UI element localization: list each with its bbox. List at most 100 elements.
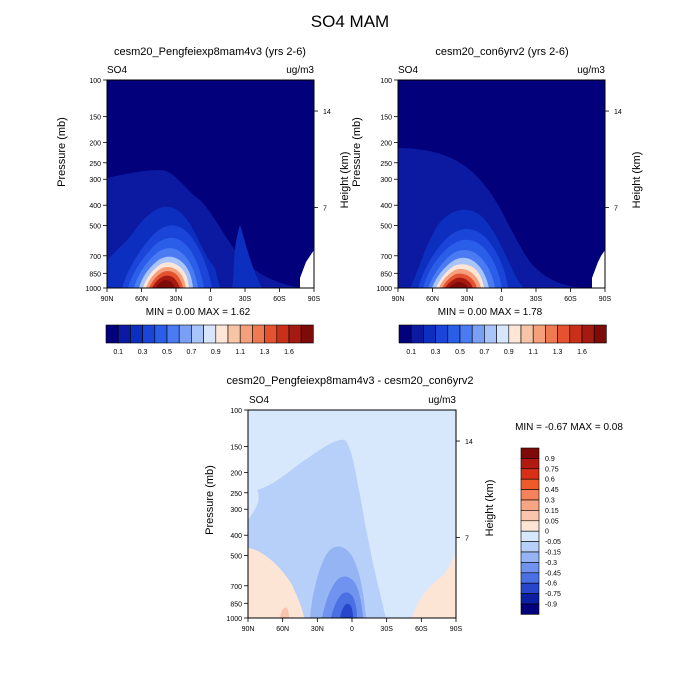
colorbar-swatch [459,324,473,344]
min-max-readout: MIN = -0.67 MAX = 0.08 [515,422,623,433]
colorbar-swatch [166,324,180,344]
x-tick-label: 30S [530,296,543,303]
colorbar-swatch [105,324,119,344]
y-tick-label: 200 [89,141,101,148]
colorbar-swatch [520,489,540,501]
colorbar-swatch [423,324,436,344]
y-tick-label: 300 [89,177,101,184]
colorbar-swatch [520,458,540,470]
colorbar: 0.1 0.3 0.5 0.7 0.9 1.1 1.3 1.6 [105,324,314,356]
y-tick-label: 400 [89,203,101,210]
x-tick-label: 60S [273,296,286,303]
x-tick-label: 60S [415,626,428,633]
x-tick-label: 90S [450,626,463,633]
x-tick-label: 90S [308,296,321,303]
colorbar-swatch [557,324,571,344]
colorbar-swatch [117,324,131,344]
colorbar-swatch [447,324,461,344]
x-tick-label: 60N [276,626,289,633]
colorbar-label: 0.15 [545,508,559,515]
y-tick-label: 850 [230,601,242,608]
colorbar-swatch [520,562,540,574]
colorbar-label: 0.05 [545,518,559,525]
colorbar-swatch [520,324,534,344]
panel-diff: cesm20_Pengfeiexp8mam4v3 - cesm20_con6yr… [204,375,623,633]
panel-units-label: ug/m3 [428,395,456,406]
colorbar-swatch [520,593,540,605]
colorbar-label: 0.9 [545,456,555,463]
colorbar-label: 0.45 [545,487,559,494]
y-tick-label: 200 [380,141,392,148]
x-axis: 90N 60N 30N 0 30S 60S 90S [392,288,612,303]
colorbar-swatch [178,324,192,344]
x-tick-label: 30S [239,296,252,303]
colorbar-swatch [520,478,540,490]
x-tick-label: 30S [380,626,393,633]
colorbar-label: 0.5 [455,349,465,356]
panel-title: cesm20_con6yrv2 (yrs 2-6) [435,46,568,58]
colorbar-label: 0.1 [113,349,123,356]
x-tick-label: 90N [242,626,255,633]
x-tick-label: 30N [311,626,324,633]
y-tick-label: 500 [230,553,242,560]
panel-variable-label: SO4 [249,395,269,406]
colorbar-swatch [532,324,546,344]
panel-title: cesm20_Pengfeiexp8mam4v3 - cesm20_con6yr… [226,375,473,387]
colorbar-label: 0.3 [545,498,555,505]
y-axis-left: 100 150 200 250 300 400 500 700 850 1000 [376,78,398,293]
y-axis-right: 14 7 [456,439,473,542]
x-tick-label: 90S [599,296,612,303]
colorbar-swatch [520,520,540,532]
y-tick-label: 150 [89,115,101,122]
colorbar-swatch [520,541,540,553]
colorbar: 0.9 0.75 0.6 0.45 0.3 0.15 0.05 0 -0.05 -0.15 -0.3… [520,447,561,615]
x-axis: 90N 60N 30N 0 30S 60S 90S [242,618,463,633]
colorbar-swatch [520,499,540,511]
colorbar-swatch [154,324,168,344]
x-tick-label: 0 [209,296,213,303]
y-tick-label: 250 [230,491,242,498]
y-right-tick-label: 7 [323,205,327,212]
y-right-tick-label: 14 [614,109,622,116]
colorbar-swatch [276,324,290,344]
y-axis-left: 100 150 200 250 300 400 500 700 850 1000 [85,78,107,293]
colorbar-swatch [484,324,497,344]
colorbar-label: 1.6 [577,349,587,356]
colorbar-swatch [264,324,278,344]
y-tick-label: 100 [89,78,101,85]
colorbar-swatch [130,324,143,344]
colorbar-swatch [435,324,449,344]
colorbar-swatch [520,572,540,584]
y-tick-label: 250 [380,161,392,168]
y-right-tick-label: 7 [465,535,469,542]
colorbar-label: -0.3 [545,560,557,567]
panel-right: cesm20_con6yrv2 (yrs 2-6) SO4 ug/m3 1001… [351,46,643,356]
colorbar-label: 0.9 [504,349,514,356]
y-tick-label: 400 [230,533,242,540]
colorbar-label: 0.1 [406,349,416,356]
y-axis-right: 14 7 [314,109,331,212]
y-tick-label: 100 [380,78,392,85]
contour-field [398,80,605,288]
y-axis-label: Pressure (mb) [56,117,68,187]
colorbar-label: 1.1 [528,349,538,356]
y-axis-left: 100 150 200 250 300 400 500 700 850 1000 [226,408,248,623]
colorbar-label: 1.3 [260,349,270,356]
colorbar-label: 0.6 [545,477,555,484]
colorbar-swatch [215,324,229,344]
colorbar-swatch [520,551,540,563]
y-axis-right-label: Height (km) [339,152,351,209]
colorbar-label: 1.6 [284,349,294,356]
x-axis: 90N 60N 30N 0 30S 60S 90S [101,288,321,303]
y-tick-label: 850 [89,271,101,278]
y-right-tick-label: 14 [323,109,331,116]
colorbar-label: -0.45 [545,570,561,577]
colorbar-swatch [520,510,540,522]
x-tick-label: 0 [350,626,354,633]
colorbar-label: 0 [545,529,549,536]
y-tick-label: 700 [89,254,101,261]
x-tick-label: 90N [101,296,114,303]
y-tick-label: 1000 [85,286,101,293]
colorbar-label: -0.15 [545,550,561,557]
